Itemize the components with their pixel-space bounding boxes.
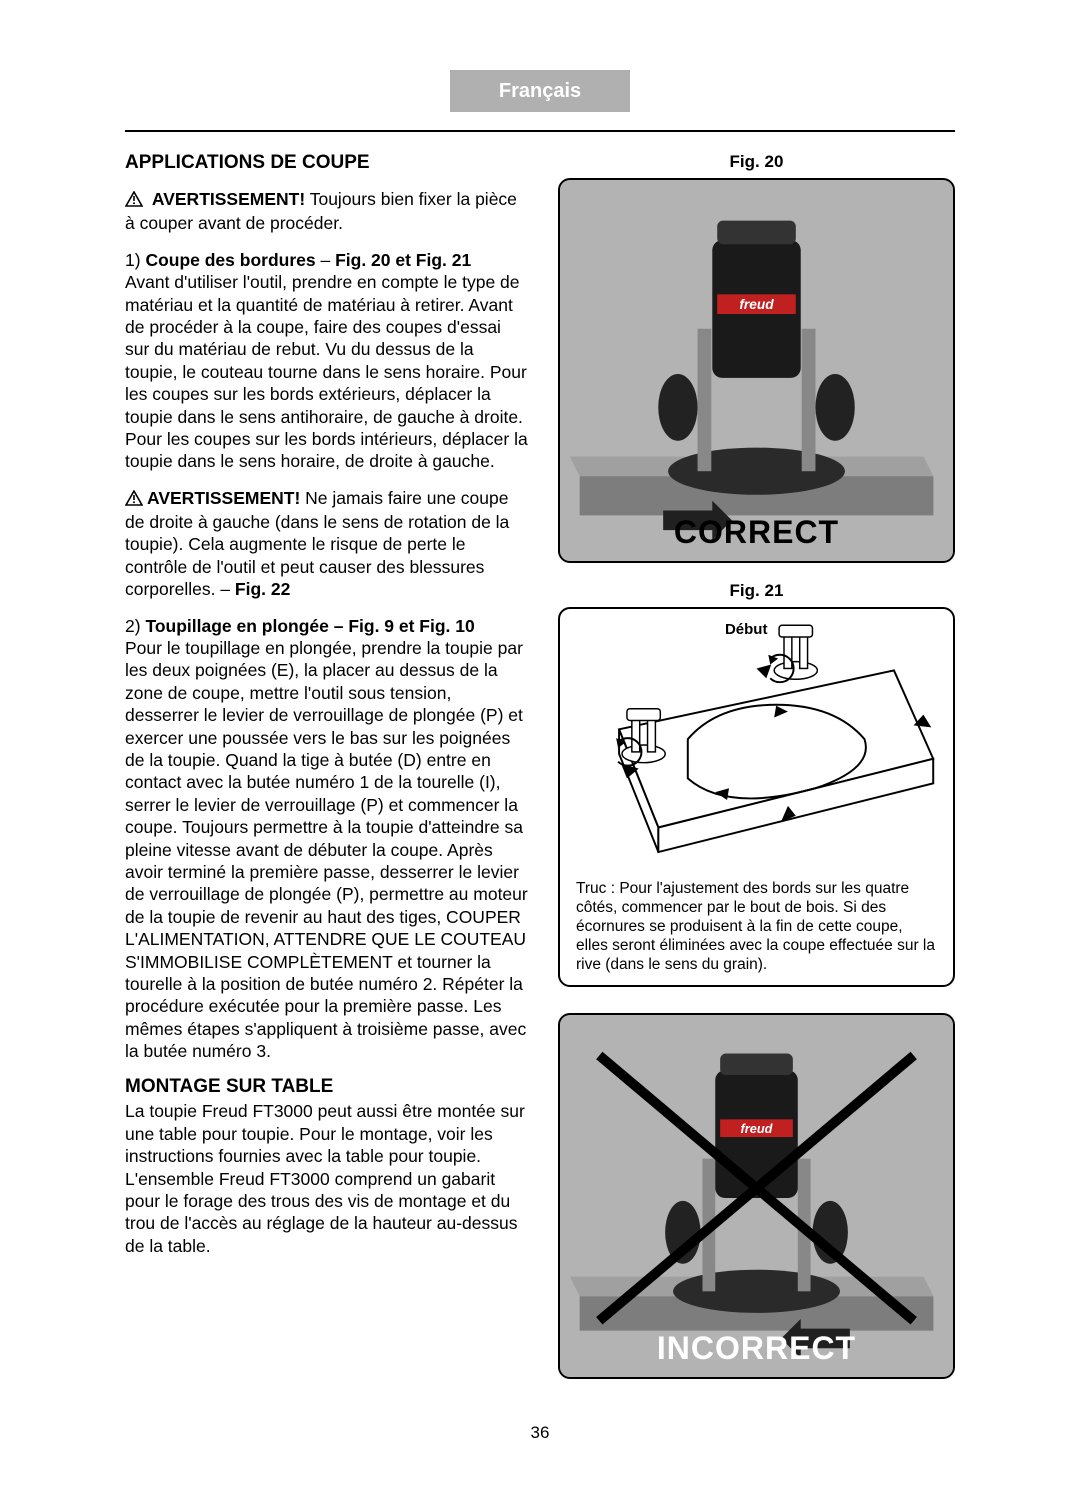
left-column: APPLICATIONS DE COUPE AVERTISSEMENT! Tou…: [125, 152, 530, 1379]
sec1-dash: –: [316, 250, 335, 270]
fig21-caption: Fig. 21: [558, 581, 955, 601]
router-correct-illustration: freud: [560, 180, 953, 561]
warning-2-figref: Fig. 22: [235, 579, 290, 599]
warning-1: AVERTISSEMENT! Toujours bien fixer la pi…: [125, 188, 530, 235]
sec2-prefix: 2): [125, 616, 145, 636]
sec1-body: Avant d'utiliser l'outil, prendre en com…: [125, 272, 528, 471]
section-1: 1) Coupe des bordures – Fig. 20 et Fig. …: [125, 249, 530, 473]
fig22-label: INCORRECT: [560, 1330, 953, 1367]
warning-2: AVERTISSEMENT! Ne jamais faire une coupe…: [125, 487, 530, 601]
svg-text:freud: freud: [739, 297, 774, 312]
language-tab: Français: [450, 70, 630, 112]
heading-applications: APPLICATIONS DE COUPE: [125, 152, 530, 174]
fig20-label: CORRECT: [560, 514, 953, 551]
sec1-prefix: 1): [125, 250, 145, 270]
heading-montage: MONTAGE SUR TABLE: [125, 1076, 530, 1098]
router-incorrect-illustration: freud: [560, 1015, 953, 1377]
sec2-body: Pour le toupillage en plongée, prendre l…: [125, 638, 528, 1061]
warning-icon: [125, 489, 143, 511]
fig21-tip-text: Truc : Pour l'ajustement des bords sur l…: [570, 874, 943, 977]
routing-path-diagram: [570, 619, 943, 874]
sec1-title: Coupe des bordures: [145, 250, 315, 270]
warning-1-label: AVERTISSEMENT!: [152, 189, 305, 209]
fig20-box: freud CORRECT: [558, 178, 955, 563]
warning-icon: [125, 190, 143, 212]
fig21-diagram: Début: [570, 619, 943, 874]
warning-2-label: AVERTISSEMENT!: [147, 488, 300, 508]
right-column: Fig. 20 freud: [558, 152, 955, 1379]
section-3-body: La toupie Freud FT3000 peut aussi être m…: [125, 1100, 530, 1257]
svg-text:freud: freud: [741, 1121, 774, 1136]
section-2: 2) Toupillage en plongée – Fig. 9 et Fig…: [125, 615, 530, 1063]
fig21-debut-label: Début: [725, 621, 768, 638]
page-container: Français APPLICATIONS DE COUPE AVERTISSE…: [0, 0, 1080, 1419]
top-rule: [125, 130, 955, 132]
fig22-box: freud INCORRECT: [558, 1013, 955, 1379]
fig21-box: Début: [558, 607, 955, 987]
sec1-figref: Fig. 20 et Fig. 21: [335, 250, 471, 270]
sec2-title: Toupillage en plongée – Fig. 9 et Fig. 1…: [145, 616, 474, 636]
fig20-caption: Fig. 20: [558, 152, 955, 172]
page-number: 36: [0, 1423, 1080, 1443]
two-column-layout: APPLICATIONS DE COUPE AVERTISSEMENT! Tou…: [125, 152, 955, 1379]
